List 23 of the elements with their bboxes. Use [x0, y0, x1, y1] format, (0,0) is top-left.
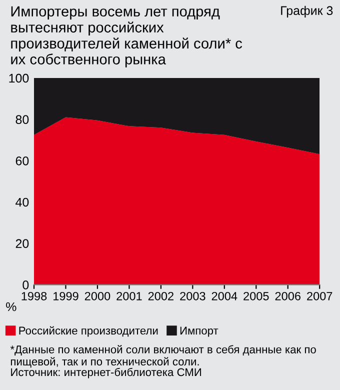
y-tick-label: 40 — [16, 198, 29, 207]
chart-subtitle: График 3 — [281, 6, 333, 18]
x-tick-label: 2002 — [148, 292, 174, 300]
y-tick-label: 0 — [22, 280, 29, 290]
chart-title: Импортеры восемь лет подряд вытесняют российских производителей каменной соли* с их собственного рынка — [11, 6, 242, 68]
text: Источник: интернет-библиотека СМИ — [11, 368, 201, 378]
text: *Данные по каменной соли включают в себя данные как по пищевой, так и по технической соли. — [10, 345, 316, 368]
x-tick-label: 1999 — [54, 292, 78, 300]
x-tick-label: 2007 — [307, 292, 332, 300]
x-tick-label: 2006 — [275, 292, 300, 300]
x-tick-label: 2004 — [212, 292, 238, 300]
x-tick-label: 2003 — [180, 292, 206, 300]
x-tick-label: 2001 — [116, 292, 142, 300]
y-tick-label: 100 — [9, 74, 29, 83]
y-tick-label: 80 — [16, 115, 29, 124]
x-tick-label: 1998 — [22, 292, 47, 300]
legend-label: Российские производители — [19, 326, 158, 337]
x-tick-label: 2000 — [84, 292, 110, 300]
y-axis-title: % — [6, 302, 16, 312]
x-tick-label: 2005 — [244, 292, 269, 300]
y-tick-label: 20 — [16, 239, 29, 248]
legend-label: Импорт — [180, 326, 218, 337]
y-tick-label: 60 — [16, 156, 29, 166]
